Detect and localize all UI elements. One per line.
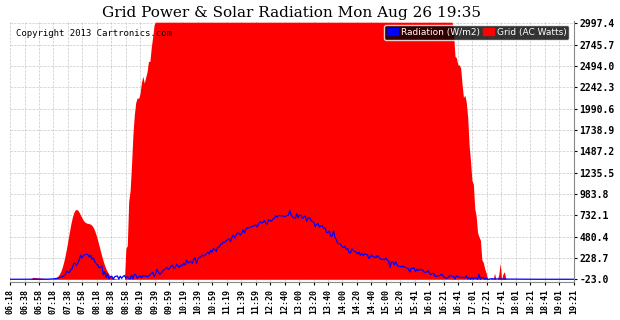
Legend: Radiation (W/m2), Grid (AC Watts): Radiation (W/m2), Grid (AC Watts) xyxy=(384,25,569,40)
Text: Copyright 2013 Cartronics.com: Copyright 2013 Cartronics.com xyxy=(16,28,172,37)
Title: Grid Power & Solar Radiation Mon Aug 26 19:35: Grid Power & Solar Radiation Mon Aug 26 … xyxy=(102,5,481,20)
